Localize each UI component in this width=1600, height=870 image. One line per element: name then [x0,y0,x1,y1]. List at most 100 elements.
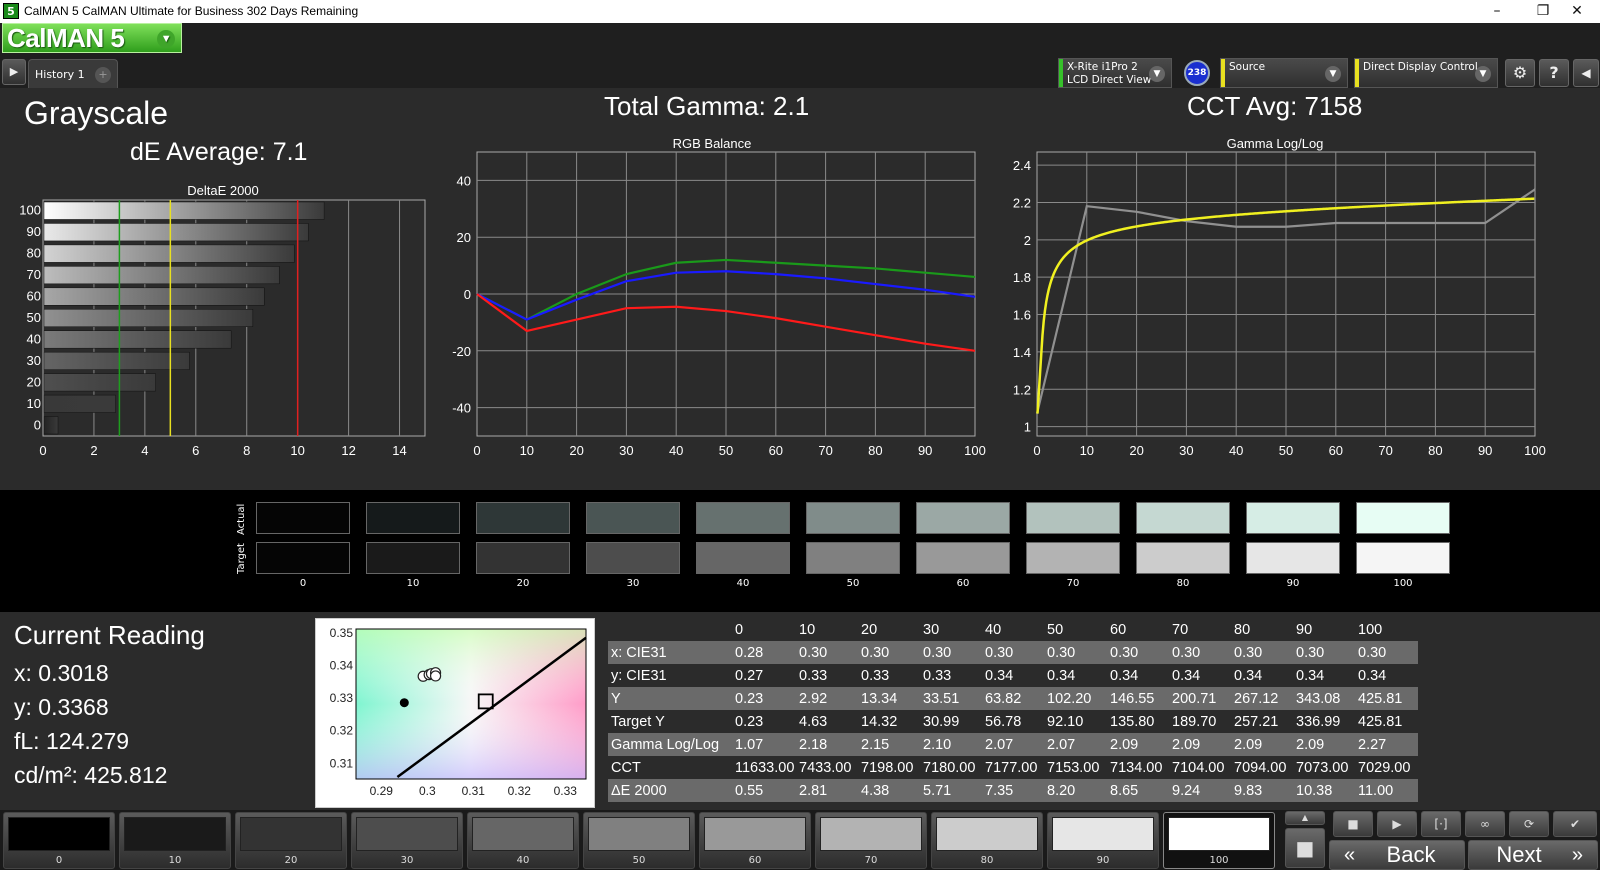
deltae-y-tick: 70 [27,267,41,282]
loop-button[interactable]: ∞ [1465,811,1505,837]
rgb-x-tick: 70 [818,443,832,458]
patch-button[interactable]: 30 [351,812,463,869]
patch-button[interactable]: 0 [3,812,115,869]
table-cell: 0.27 [735,667,764,684]
deltae-bar [43,416,59,435]
stop-button[interactable]: ■ [1333,811,1373,837]
table-column-header: 20 [858,618,920,641]
gear-icon: ⚙ [1512,63,1528,82]
display-control-selector[interactable]: Direct Display Control ▼ [1354,58,1498,88]
minimize-button[interactable]: – [1493,3,1501,19]
chevron-down-icon: ▼ [1475,66,1491,82]
target-swatch [806,542,900,574]
deltae-y-tick: 30 [27,353,41,368]
table-column-header: 10 [796,618,858,641]
patch-color [1052,817,1154,851]
table-cell: 7177.00 [985,759,1038,776]
measure-button[interactable]: [·] [1421,811,1461,837]
patch-color [356,817,458,851]
patch-button[interactable]: 60 [699,812,811,869]
patch-button[interactable]: 80 [931,812,1043,869]
next-label: Next [1496,842,1542,867]
grayscale-data-table: 0 10 20 30 40 50 60 70 80 90 100 x: CIE31 0.28 0.30 0.… [608,618,1418,802]
swatch-label: 90 [1286,578,1300,589]
table-column-header: 40 [982,618,1044,641]
settings-button[interactable]: ⚙ [1505,59,1535,87]
patch-button[interactable]: 70 [815,812,927,869]
deltae-x-tick: 2 [90,443,97,458]
patch-button[interactable]: 10 [119,812,231,869]
table-cell: 7153.00 [1047,759,1100,776]
target-row-label: Target [236,543,247,575]
deltae-y-tick: 20 [27,374,41,389]
add-tab-icon[interactable]: + [95,67,111,83]
play-button[interactable]: ▶ [1377,811,1417,837]
patch-button[interactable]: 90 [1047,812,1159,869]
display-status-bar [1355,59,1359,87]
calman-logo-menu[interactable]: CalMAN 5 ▼ [2,23,182,53]
actual-swatch [806,502,900,534]
table-corner [608,618,732,641]
deltae-y-tick: 10 [27,396,41,411]
target-swatch [696,542,790,574]
play-sidebar-button[interactable]: ▶ [2,59,26,85]
table-row-label: Target Y [611,713,665,730]
next-button[interactable]: Next » [1468,840,1598,870]
up-button[interactable]: ▲ [1285,811,1325,825]
help-icon: ? [1549,63,1559,82]
patch-label: 90 [1096,855,1110,866]
patch-color [8,817,110,851]
measure-icon: [·] [1434,817,1448,831]
table-cell: 92.10 [1047,713,1084,730]
rgb-x-tick: 100 [964,443,986,458]
chevron-left-icon: ◀ [1581,66,1591,80]
stop-all-button[interactable]: ■ [1285,828,1325,868]
meter-selector[interactable]: X-Rite i1Pro 2 LCD Direct View ▼ [1058,58,1172,88]
meter-name: X-Rite i1Pro 2 [1067,61,1138,73]
close-button[interactable]: ✕ [1571,3,1583,19]
rgb-x-tick: 20 [569,443,583,458]
table-cell: 0.30 [1107,641,1169,664]
cie-y-tick: 0.35 [330,626,354,640]
table-cell: 33.51 [920,687,982,710]
table-cell: 56.78 [985,713,1022,730]
chevron-down-icon: ▼ [1149,66,1165,82]
deltae-x-tick: 8 [243,443,250,458]
rgb-balance-chart: RGB Balance 0 10 20 30 40 50 60 70 80 90 100 40 20 0 -… [452,136,986,458]
gamma-y-tick: 2.4 [1013,158,1031,173]
swatch-label: 60 [956,578,970,589]
deltae-x-tick: 14 [392,443,406,458]
collapse-panel-button[interactable]: ◀ [1573,59,1599,87]
table-cell: 0.30 [1231,641,1293,664]
deltae-bar [43,373,156,392]
table-cell: 9.24 [1169,779,1231,802]
patch-button[interactable]: 100 [1163,812,1275,869]
table-row: ΔE 2000 0.55 2.81 4.38 5.71 7.35 8.20 8.65 9.24 9… [608,779,1418,802]
cie-target-marker [477,693,494,710]
help-button[interactable]: ? [1539,59,1569,87]
table-cell: 0.30 [982,641,1044,664]
meter-badge[interactable]: 238 [1184,60,1210,86]
gamma-y-tick: 2.2 [1013,195,1031,210]
maximize-button[interactable]: ❐ [1536,3,1550,19]
table-cell: 0.23 [732,687,796,710]
patch-button[interactable]: 40 [467,812,579,869]
patch-button[interactable]: 50 [583,812,695,869]
deltae-chart-title: DeltaE 2000 [187,183,259,198]
rgb-y-tick: 0 [464,287,471,302]
tab-history-1[interactable]: History 1 + [28,59,118,88]
back-button[interactable]: « Back [1329,840,1465,870]
cie-x-tick: 0.29 [370,784,394,798]
swatch-label: 30 [626,578,640,589]
patch-button[interactable]: 20 [235,812,347,869]
table-row: x: CIE31 0.28 0.30 0.30 0.30 0.30 0.30 0.30 0.30… [608,641,1418,664]
confirm-button[interactable]: ✔ [1553,811,1597,837]
source-selector[interactable]: Source ▼ [1220,58,1348,88]
cie-y-tick: 0.34 [330,659,354,673]
refresh-button[interactable]: ⟳ [1509,811,1549,837]
table-cell: 9.83 [1231,779,1293,802]
reading-panel: Current Reading x: 0.3018 y: 0.3368 fL: … [0,612,1600,810]
patch-label: 10 [168,855,182,866]
rgb-y-tick: 40 [457,173,471,188]
table-cell: 135.80 [1110,713,1155,730]
